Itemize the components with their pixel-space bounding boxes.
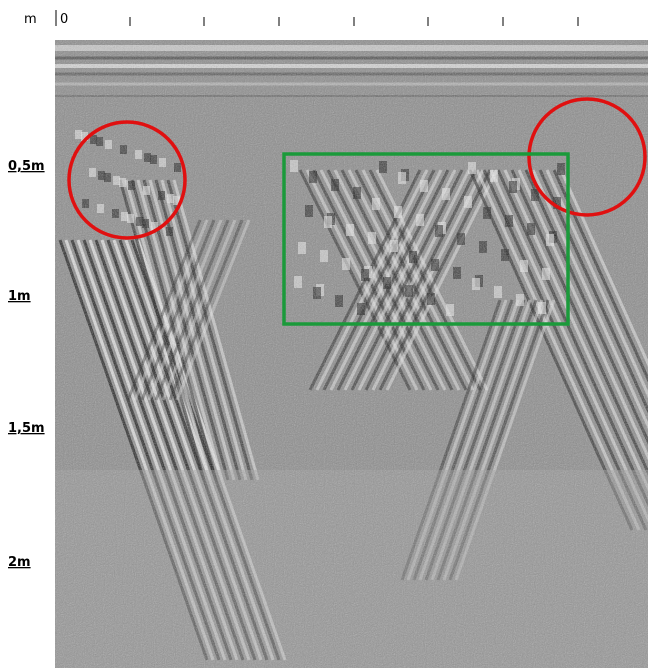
depth-label: 1m (8, 289, 31, 304)
highlight-box (282, 152, 570, 326)
axis-origin: 0 (60, 12, 68, 27)
axis-unit: m (24, 12, 37, 27)
highlight-circle (67, 120, 187, 240)
depth-label: 2m (8, 555, 31, 570)
top-ticks (129, 17, 579, 26)
depth-label: 0,5m (8, 159, 45, 174)
radargram (55, 40, 648, 668)
highlight-circle (527, 97, 647, 217)
depth-label: 1,5m (8, 421, 45, 436)
noise-texture (55, 40, 648, 668)
